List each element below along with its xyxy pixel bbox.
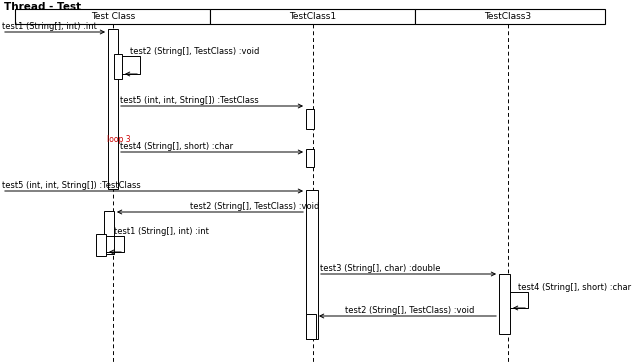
Bar xyxy=(306,190,318,339)
Text: loop 3: loop 3 xyxy=(107,135,131,144)
Bar xyxy=(210,9,415,24)
Text: test1 (String[], int) :int: test1 (String[], int) :int xyxy=(114,227,209,236)
Bar xyxy=(114,54,122,79)
Bar xyxy=(415,9,605,24)
Text: Test Class: Test Class xyxy=(91,12,135,21)
Bar xyxy=(15,9,210,24)
Bar xyxy=(499,274,510,334)
Text: test2 (String[], TestClass) :void: test2 (String[], TestClass) :void xyxy=(130,47,259,56)
Text: Thread - Test: Thread - Test xyxy=(4,2,81,12)
Bar xyxy=(306,149,314,167)
Bar xyxy=(306,314,316,339)
Text: test5 (int, int, String[]) :TestClass: test5 (int, int, String[]) :TestClass xyxy=(2,181,141,190)
Text: test3 (String[], char) :double: test3 (String[], char) :double xyxy=(320,264,440,273)
Text: test2 (String[], TestClass) :void: test2 (String[], TestClass) :void xyxy=(345,306,474,315)
Text: test4 (String[], short) :char: test4 (String[], short) :char xyxy=(518,283,631,292)
Text: TestClass1: TestClass1 xyxy=(289,12,337,21)
Text: test4 (String[], short) :char: test4 (String[], short) :char xyxy=(120,142,233,151)
Text: test1 (String[], int) :int: test1 (String[], int) :int xyxy=(2,22,97,31)
Bar xyxy=(104,211,114,254)
Text: test5 (int, int, String[]) :TestClass: test5 (int, int, String[]) :TestClass xyxy=(120,96,259,105)
Bar xyxy=(96,234,106,256)
Bar xyxy=(108,29,118,189)
Text: test2 (String[], TestClass) :void: test2 (String[], TestClass) :void xyxy=(190,202,319,211)
Text: TestClass3: TestClass3 xyxy=(484,12,532,21)
Bar xyxy=(306,109,314,129)
